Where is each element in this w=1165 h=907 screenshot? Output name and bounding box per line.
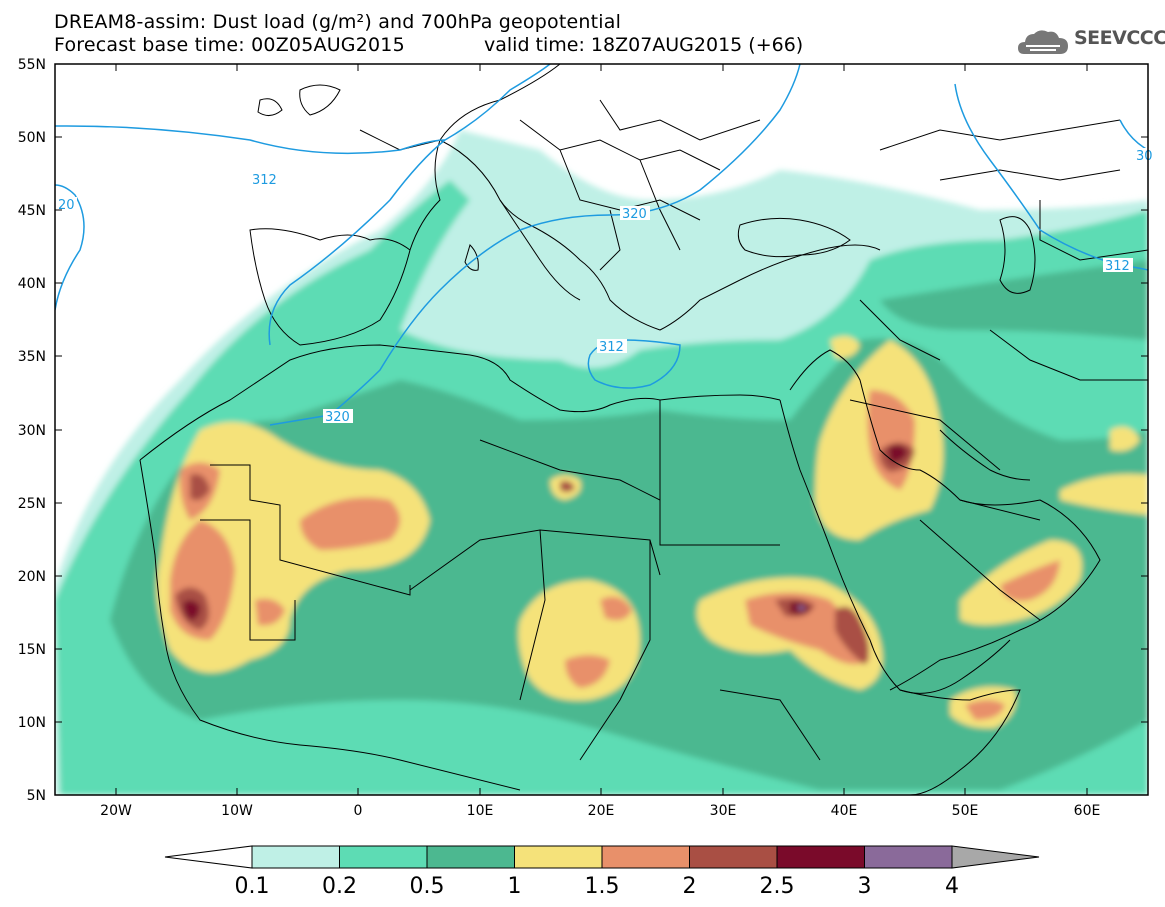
lon-labels: 20W 10W 0 10E 20E 30E 40E 50E 60E: [100, 803, 1100, 819]
colorbar-swatch: [339, 845, 428, 869]
contour-label: 20: [58, 198, 75, 213]
lon-label: 20W: [100, 803, 132, 819]
lat-label: 55N: [18, 57, 46, 73]
colorbar-label: 2.5: [760, 874, 795, 899]
colorbar-label: 1.5: [585, 874, 620, 899]
colorbar-swatch: [601, 845, 690, 869]
lat-labels: 55N 50N 45N 40N 35N 30N 25N 20N 15N 10N …: [18, 57, 46, 804]
seevccc-logo: SEEVCCC: [1016, 24, 1165, 60]
colorbar-swatch: [514, 845, 603, 869]
contour-label: 312: [1105, 259, 1130, 274]
lat-label: 20N: [18, 569, 46, 585]
contour-label: 30: [1136, 149, 1153, 164]
lon-label: 40E: [831, 803, 858, 819]
colorbar-label: 0.1: [235, 874, 270, 899]
cloud-icon: [1018, 30, 1068, 54]
colorbar-label: 0.2: [322, 874, 357, 899]
lat-label: 15N: [18, 642, 46, 658]
contour-label: 320: [325, 410, 350, 425]
lon-label: 10E: [467, 803, 494, 819]
dust-field: [55, 130, 1148, 795]
colorbar-swatch: [689, 845, 778, 869]
contour-labels: 312 320 312 312 320 20 30: [57, 148, 1153, 425]
map-title: DREAM8-assim: Dust load (g/m²) and 700hP…: [54, 11, 622, 33]
contour-label: 312: [252, 173, 277, 188]
valid-time: valid time: 18Z07AUG2015 (+66): [484, 34, 804, 56]
colorbar-label: 1: [508, 874, 522, 899]
lat-label: 45N: [18, 203, 46, 219]
lon-label: 30E: [710, 803, 737, 819]
colorbar-swatch: [251, 845, 340, 869]
colorbar-low-arrow: [164, 845, 253, 869]
contour-label: 312: [599, 340, 624, 355]
lat-label: 25N: [18, 496, 46, 512]
base-time: Forecast base time: 00Z05AUG2015: [54, 34, 405, 56]
colorbar-label: 3: [858, 874, 872, 899]
lat-label: 35N: [18, 349, 46, 365]
lat-label: 50N: [18, 130, 46, 146]
colorbar-high-arrow: [951, 845, 1040, 869]
lon-label: 60E: [1074, 803, 1101, 819]
map-frame: [54, 63, 1149, 796]
lat-label: 5N: [27, 788, 46, 804]
colorbar-label: 4: [945, 874, 959, 899]
lat-label: 40N: [18, 276, 46, 292]
colorbar-label: 0.5: [410, 874, 445, 899]
contour-label: 320: [622, 207, 647, 222]
colorbar-swatch: [776, 845, 865, 869]
colorbar-swatch: [864, 845, 953, 869]
colorbar: 0.1 0.2 0.5 1 1.5 2 2.5 3 4: [164, 845, 1040, 899]
lon-label: 50E: [952, 803, 979, 819]
logo-text: SEEVCCC: [1074, 27, 1165, 49]
lon-label: 10W: [221, 803, 253, 819]
geopotential-contours: [55, 64, 1148, 426]
colorbar-swatch: [426, 845, 515, 869]
lat-label: 10N: [18, 715, 46, 731]
lon-label: 20E: [588, 803, 615, 819]
lon-label: 0: [354, 803, 363, 819]
lat-label: 30N: [18, 423, 46, 439]
colorbar-label: 2: [683, 874, 697, 899]
